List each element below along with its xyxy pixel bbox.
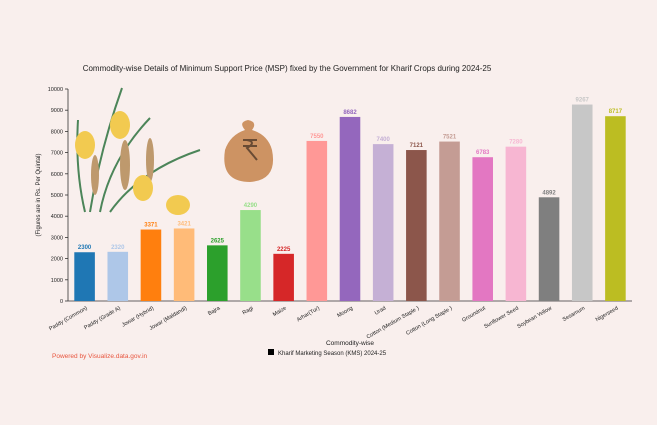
- value-label: 2300: [78, 245, 92, 251]
- y-tick-label: 3000: [51, 235, 63, 241]
- y-tick-label: 4000: [51, 214, 63, 220]
- x-tick-label: Ragi: [242, 306, 255, 317]
- value-label: 7121: [410, 143, 424, 149]
- bar: [406, 150, 427, 301]
- y-tick-label: 10000: [48, 87, 63, 93]
- bar: [571, 104, 593, 301]
- bar: [372, 144, 394, 301]
- value-label: 4892: [542, 190, 556, 196]
- y-tick-label: 2000: [51, 257, 63, 263]
- legend-swatch: [268, 349, 274, 355]
- value-label: 3371: [144, 223, 158, 229]
- value-label: 2225: [277, 247, 291, 253]
- bar: [107, 251, 129, 301]
- value-label: 2625: [211, 238, 225, 244]
- bar: [273, 253, 294, 301]
- y-tick-label: 5000: [51, 193, 63, 199]
- value-label: 8717: [609, 109, 623, 115]
- y-tick-label: 0: [60, 299, 63, 305]
- y-tick-label: 6000: [51, 172, 63, 178]
- value-label: 9267: [576, 98, 590, 104]
- y-tick-label: 8000: [51, 129, 63, 135]
- legend-label: Kharif Marketing Season (KMS) 2024-25: [278, 351, 387, 357]
- y-tick-label: 9000: [51, 108, 63, 114]
- bar: [306, 140, 328, 301]
- value-label: 3421: [177, 221, 191, 227]
- y-tick-label: 1000: [51, 278, 63, 284]
- decoration: [75, 87, 274, 215]
- bar: [339, 116, 361, 302]
- value-label: 7550: [310, 134, 324, 140]
- y-tick-label: 7000: [51, 151, 63, 157]
- bar: [74, 252, 95, 301]
- chart-title: Commodity-wise Details of Minimum Suppor…: [83, 64, 492, 73]
- value-label: 2320: [111, 245, 125, 251]
- y-axis-title: (Figures are in Rs. Per Quintal): [36, 153, 42, 236]
- bar: [140, 229, 162, 301]
- bar: [472, 157, 493, 301]
- bar: [505, 146, 527, 301]
- x-axis-title: Commodity-wise: [326, 340, 374, 347]
- value-label: 8682: [343, 110, 357, 116]
- bar: [240, 210, 261, 301]
- bar: [173, 228, 195, 301]
- x-tick-label: Urad: [374, 306, 387, 317]
- bar: [439, 141, 460, 301]
- value-label: 4290: [244, 203, 258, 209]
- footer: Powered by Visualize.data.gov.in: [52, 353, 148, 360]
- value-label: 7400: [376, 137, 390, 143]
- bar: [538, 197, 560, 301]
- bar: [207, 245, 228, 301]
- bar: [605, 116, 626, 301]
- value-label: 7521: [443, 135, 457, 141]
- value-label: 7280: [509, 140, 523, 146]
- value-label: 6783: [476, 150, 490, 156]
